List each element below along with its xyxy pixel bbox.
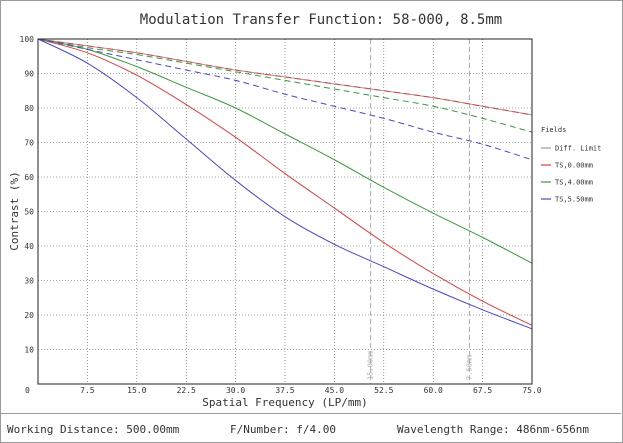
x-tick-label: 60.0 — [424, 386, 443, 395]
field-marker-label: 15.00mm — [367, 350, 375, 380]
x-tick-label: 22.5 — [177, 386, 196, 395]
x-tick-label: 45.0 — [325, 386, 344, 395]
footer: Working Distance: 500.00mm F/Number: f/4… — [1, 413, 621, 441]
x-tick-label: 37.5 — [275, 386, 294, 395]
legend-label: TS,4.00mm — [555, 179, 593, 187]
y-tick-label: 30 — [24, 277, 34, 286]
series-line-sagittal — [37, 38, 533, 161]
working-distance-text: Working Distance: 500.00mm — [7, 423, 180, 436]
y-tick-label: 80 — [24, 104, 34, 113]
series-line-tangential — [37, 38, 533, 330]
x-tick-label: 52.5 — [374, 386, 393, 395]
wavelength-range-text: Wavelength Range: 486nm-656nm — [397, 423, 590, 436]
x-tick-label: 75.0 — [522, 386, 541, 395]
legend-label: Diff. Limit — [555, 145, 601, 153]
grid — [38, 39, 532, 384]
field-marker-label: 7.50mm — [465, 355, 473, 380]
x-tick-label: 7.5 — [80, 386, 95, 395]
series-lines — [37, 38, 533, 330]
legend-label: TS,0.00mm — [555, 162, 593, 170]
legend: Fields Diff. Limit TS,0.00mm TS,4.00mm TS,5… — [541, 126, 601, 204]
y-tick-label: 70 — [24, 139, 34, 148]
x-axis-label: Spatial Frequency (LP/mm) — [202, 396, 368, 409]
x-tick-label: 67.5 — [473, 386, 492, 395]
legend-title: Fields — [541, 126, 566, 134]
x-tick-label: 30.0 — [226, 386, 245, 395]
plot-frame — [37, 38, 533, 385]
field-markers: 15.00mm 7.50mm — [367, 39, 473, 384]
y-axis-label: Contrast (%) — [8, 171, 21, 250]
legend-label: TS,5.50mm — [555, 196, 593, 204]
series-line-sagittal — [37, 38, 533, 116]
y-tick-label: 40 — [24, 242, 34, 251]
x-tick-label: 15.0 — [127, 386, 146, 395]
chart-title: Modulation Transfer Function: 58-000, 8.… — [140, 12, 502, 28]
series-line-sagittal — [37, 38, 533, 133]
y-tick-label: 50 — [24, 208, 34, 217]
mtf-chart: Modulation Transfer Function: 58-000, 8.… — [8, 12, 601, 409]
y-tick-label: 90 — [24, 70, 34, 79]
x-tick-label: 0 — [25, 386, 30, 395]
series-line-tangential — [37, 38, 533, 326]
f-number-text: F/Number: f/4.00 — [230, 423, 336, 436]
series-line-tangential — [37, 38, 533, 264]
y-tick-label: 10 — [24, 346, 34, 355]
y-tick-label: 20 — [24, 311, 34, 320]
y-tick-label: 60 — [24, 173, 34, 182]
y-tick-label: 100 — [20, 35, 35, 44]
tick-labels: 0 7.5 15.0 22.5 30.0 37.5 45.0 52.5 60.0 67.5 75.0… — [20, 35, 542, 395]
